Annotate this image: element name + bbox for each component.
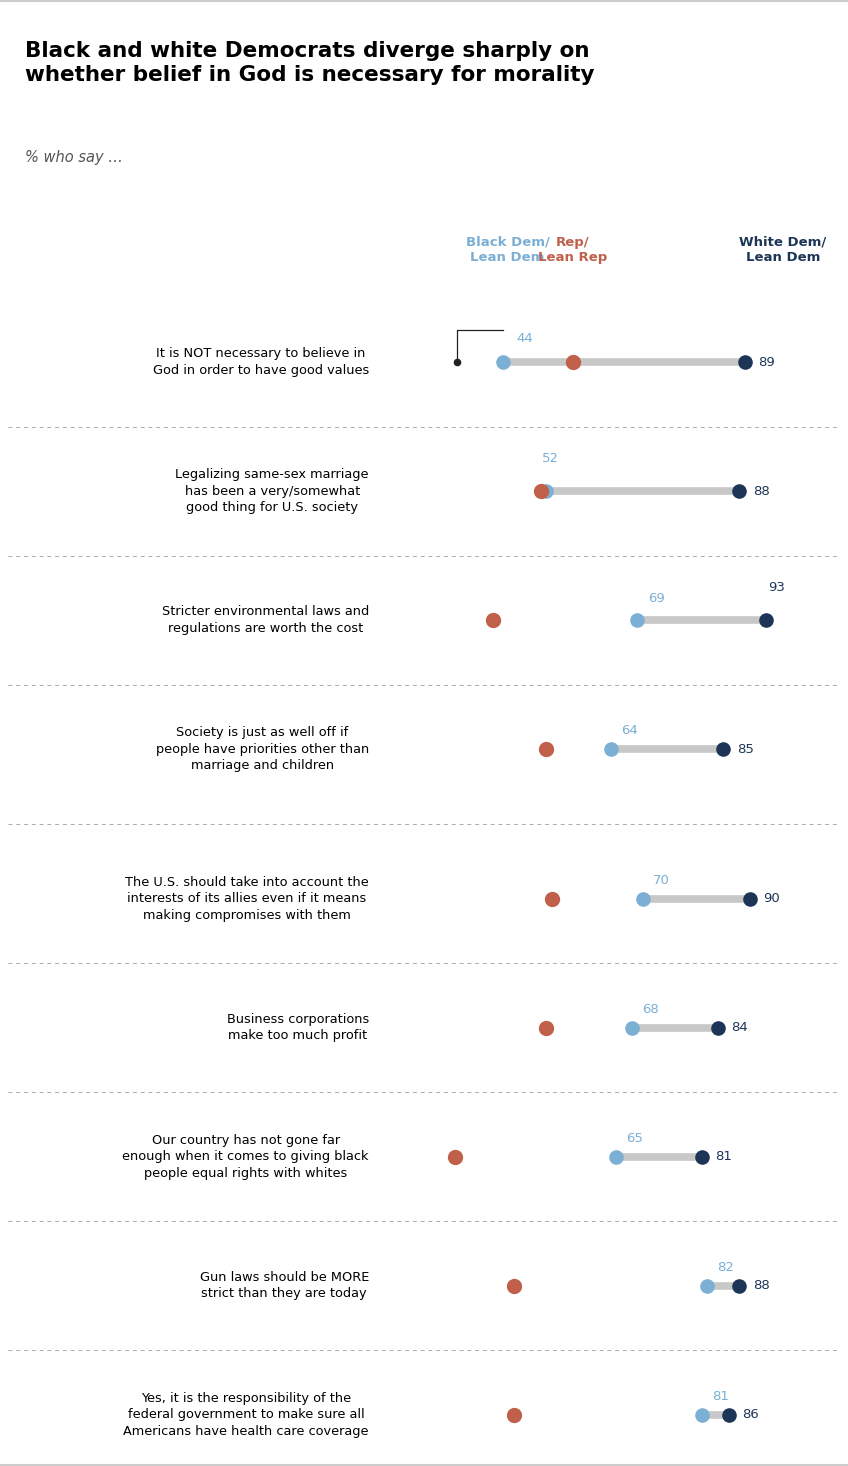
- Text: Our country has not gone far
enough when it comes to giving black
people equal r: Our country has not gone far enough when…: [122, 1133, 369, 1180]
- Point: [733, 1274, 746, 1297]
- Text: 86: 86: [742, 1409, 759, 1421]
- Point: [534, 479, 548, 503]
- Text: 81: 81: [712, 1390, 728, 1403]
- Text: 44: 44: [516, 331, 533, 345]
- Point: [539, 737, 553, 761]
- Text: 81: 81: [716, 1151, 732, 1163]
- Text: 65: 65: [626, 1132, 643, 1145]
- Text: 93: 93: [768, 581, 785, 594]
- Text: 69: 69: [649, 592, 665, 605]
- Point: [711, 1016, 724, 1039]
- Text: 89: 89: [758, 356, 775, 368]
- Text: Stricter environmental laws and
regulations are worth the cost: Stricter environmental laws and regulati…: [162, 605, 369, 635]
- Text: 90: 90: [763, 893, 780, 905]
- Text: 88: 88: [753, 1280, 770, 1292]
- Point: [738, 350, 751, 374]
- Point: [609, 1145, 622, 1168]
- Text: 82: 82: [717, 1261, 734, 1274]
- Point: [486, 608, 499, 632]
- Text: Business corporations
make too much profit: Business corporations make too much prof…: [226, 1013, 369, 1042]
- Text: Gun laws should be MORE
strict than they are today: Gun laws should be MORE strict than they…: [199, 1271, 369, 1300]
- Text: Black Dem/
Lean Dem: Black Dem/ Lean Dem: [466, 236, 550, 264]
- Text: 88: 88: [753, 485, 770, 497]
- Point: [631, 608, 644, 632]
- Text: Black and white Democrats diverge sharply on
whether belief in God is necessary : Black and white Democrats diverge sharpl…: [25, 41, 595, 85]
- Point: [450, 350, 464, 374]
- Text: 68: 68: [642, 1003, 659, 1016]
- Point: [743, 887, 756, 910]
- Text: Legalizing same-sex marriage
has been a very/somewhat
good thing for U.S. societ: Legalizing same-sex marriage has been a …: [176, 468, 369, 515]
- Text: Society is just as well off if
people have priorities other than
marriage and ch: Society is just as well off if people ha…: [156, 726, 369, 773]
- Point: [507, 1403, 521, 1426]
- Point: [700, 1274, 714, 1297]
- Text: Yes, it is the responsibility of the
federal government to make sure all
America: Yes, it is the responsibility of the fed…: [123, 1391, 369, 1438]
- Text: The U.S. should take into account the
interests of its allies even if it means
m: The U.S. should take into account the in…: [126, 875, 369, 922]
- Text: % who say …: % who say …: [25, 150, 123, 164]
- Point: [539, 479, 553, 503]
- Point: [449, 1145, 462, 1168]
- Point: [539, 1016, 553, 1039]
- Point: [717, 737, 730, 761]
- Text: 52: 52: [542, 452, 559, 465]
- Point: [566, 350, 580, 374]
- Text: 70: 70: [653, 874, 670, 887]
- Text: White Dem/
Lean Dem: White Dem/ Lean Dem: [739, 236, 827, 264]
- Point: [759, 608, 773, 632]
- Point: [722, 1403, 735, 1426]
- Point: [733, 479, 746, 503]
- Point: [636, 887, 650, 910]
- Point: [604, 737, 617, 761]
- Point: [695, 1145, 709, 1168]
- Text: 85: 85: [737, 743, 754, 755]
- Point: [625, 1016, 639, 1039]
- Text: 84: 84: [731, 1022, 748, 1034]
- Point: [695, 1403, 709, 1426]
- Point: [507, 1274, 521, 1297]
- Text: Rep/
Lean Rep: Rep/ Lean Rep: [538, 236, 608, 264]
- Text: 64: 64: [621, 724, 638, 737]
- Point: [544, 887, 558, 910]
- Text: It is NOT necessary to believe in
God in order to have good values: It is NOT necessary to believe in God in…: [153, 347, 369, 377]
- Point: [497, 350, 510, 374]
